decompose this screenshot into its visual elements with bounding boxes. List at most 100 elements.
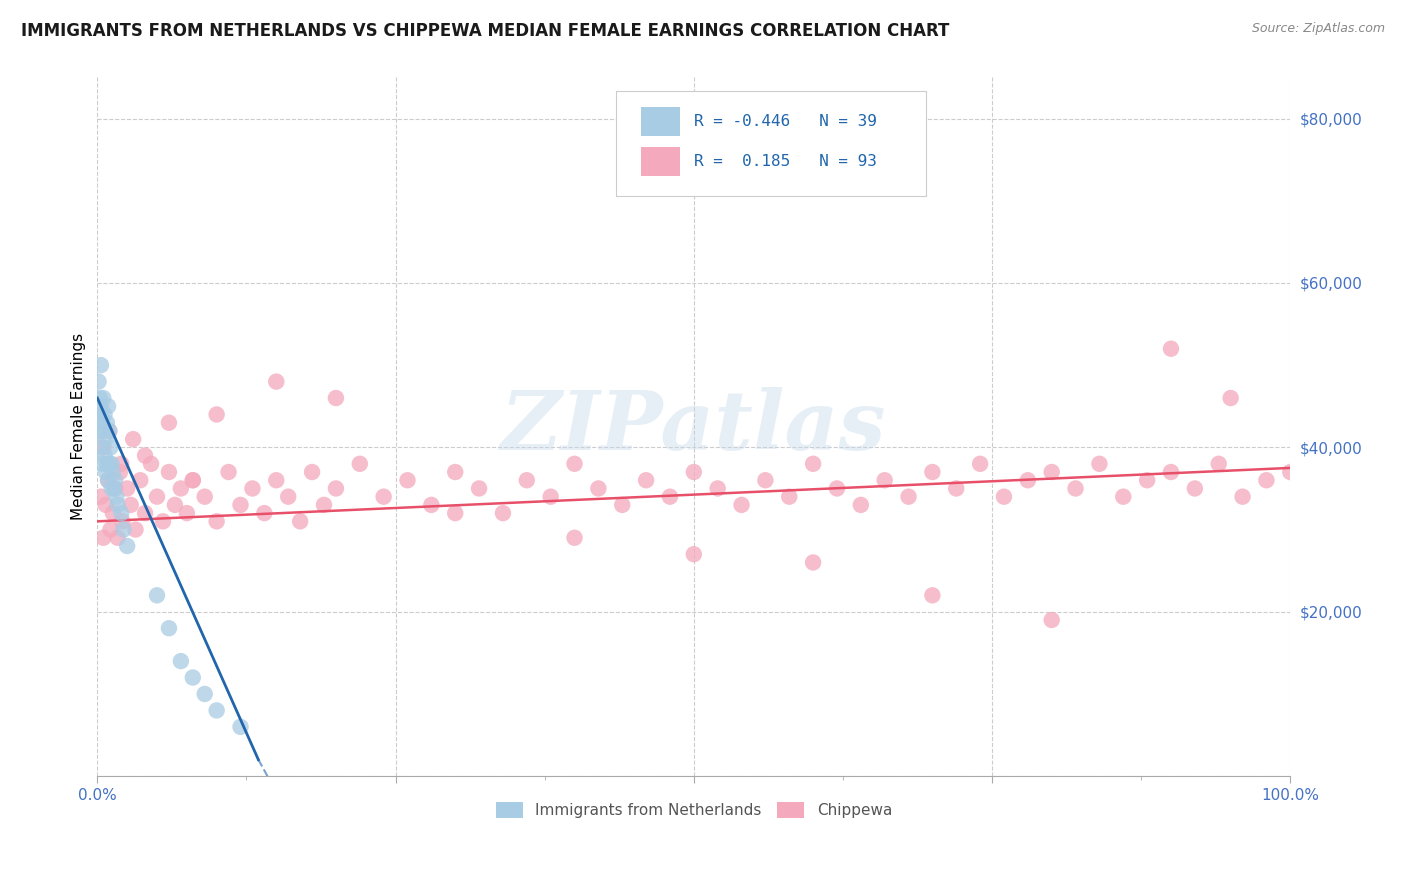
Text: ZIPatlas: ZIPatlas	[501, 387, 887, 467]
Point	[97, 473, 120, 487]
Point	[98, 457, 121, 471]
Legend: Immigrants from Netherlands, Chippewa: Immigrants from Netherlands, Chippewa	[489, 797, 898, 824]
Point	[564, 457, 586, 471]
Point	[993, 490, 1015, 504]
Point	[301, 465, 323, 479]
Point	[129, 473, 152, 487]
Point	[540, 490, 562, 504]
Point	[93, 408, 115, 422]
Point	[897, 490, 920, 504]
Point	[91, 416, 114, 430]
Point	[1219, 391, 1241, 405]
Point	[969, 457, 991, 471]
Point	[94, 432, 117, 446]
Point	[1160, 342, 1182, 356]
Point	[139, 457, 162, 471]
Point	[96, 457, 118, 471]
Point	[100, 457, 122, 471]
Point	[101, 506, 124, 520]
Point	[115, 539, 138, 553]
Point	[1160, 465, 1182, 479]
Point	[107, 498, 129, 512]
Point	[124, 523, 146, 537]
Point	[112, 523, 135, 537]
Point	[157, 465, 180, 479]
Point	[492, 506, 515, 520]
Y-axis label: Median Female Earnings: Median Female Earnings	[72, 334, 86, 520]
Point	[170, 654, 193, 668]
Point	[90, 399, 112, 413]
Point	[945, 482, 967, 496]
Point	[205, 703, 228, 717]
Point	[288, 514, 311, 528]
Point	[91, 531, 114, 545]
Point	[253, 506, 276, 520]
Point	[1279, 465, 1302, 479]
Point	[91, 441, 114, 455]
Point	[110, 457, 132, 471]
FancyBboxPatch shape	[641, 107, 679, 136]
Point	[170, 482, 193, 496]
Point	[266, 473, 288, 487]
Point	[801, 457, 824, 471]
Point	[468, 482, 491, 496]
Point	[90, 441, 112, 455]
Point	[89, 391, 111, 405]
Point	[564, 531, 586, 545]
Point	[93, 449, 115, 463]
Point	[205, 408, 228, 422]
FancyBboxPatch shape	[616, 91, 927, 196]
Point	[218, 465, 240, 479]
Point	[849, 498, 872, 512]
Point	[349, 457, 371, 471]
Point	[146, 588, 169, 602]
Point	[682, 547, 704, 561]
Point	[1208, 457, 1230, 471]
Point	[181, 473, 204, 487]
Point	[105, 490, 128, 504]
Point	[181, 473, 204, 487]
Point	[229, 498, 252, 512]
Point	[1136, 473, 1159, 487]
Point	[1017, 473, 1039, 487]
Point	[588, 482, 610, 496]
Point	[612, 498, 634, 512]
Point	[1112, 490, 1135, 504]
Point	[87, 408, 110, 422]
Point	[658, 490, 681, 504]
Point	[444, 465, 467, 479]
Point	[94, 465, 117, 479]
Point	[266, 375, 288, 389]
Point	[325, 391, 347, 405]
Point	[1232, 490, 1254, 504]
Point	[91, 457, 114, 471]
Text: R =  0.185   N = 93: R = 0.185 N = 93	[693, 153, 877, 169]
Point	[801, 556, 824, 570]
Point	[157, 621, 180, 635]
Point	[91, 424, 114, 438]
Point	[101, 465, 124, 479]
Point	[1040, 465, 1063, 479]
Point	[754, 473, 776, 487]
Point	[444, 506, 467, 520]
Point	[98, 424, 121, 438]
Point	[1088, 457, 1111, 471]
Point	[312, 498, 335, 512]
Point	[108, 465, 131, 479]
Point	[152, 514, 174, 528]
Point	[115, 482, 138, 496]
Point	[873, 473, 896, 487]
Point	[1184, 482, 1206, 496]
Point	[205, 514, 228, 528]
Point	[396, 473, 419, 487]
Point	[146, 490, 169, 504]
Point	[90, 358, 112, 372]
Point	[706, 482, 728, 496]
Point	[97, 399, 120, 413]
Point	[181, 671, 204, 685]
Point	[89, 424, 111, 438]
Point	[100, 482, 122, 496]
Point	[111, 514, 134, 528]
Point	[420, 498, 443, 512]
Point	[194, 490, 217, 504]
